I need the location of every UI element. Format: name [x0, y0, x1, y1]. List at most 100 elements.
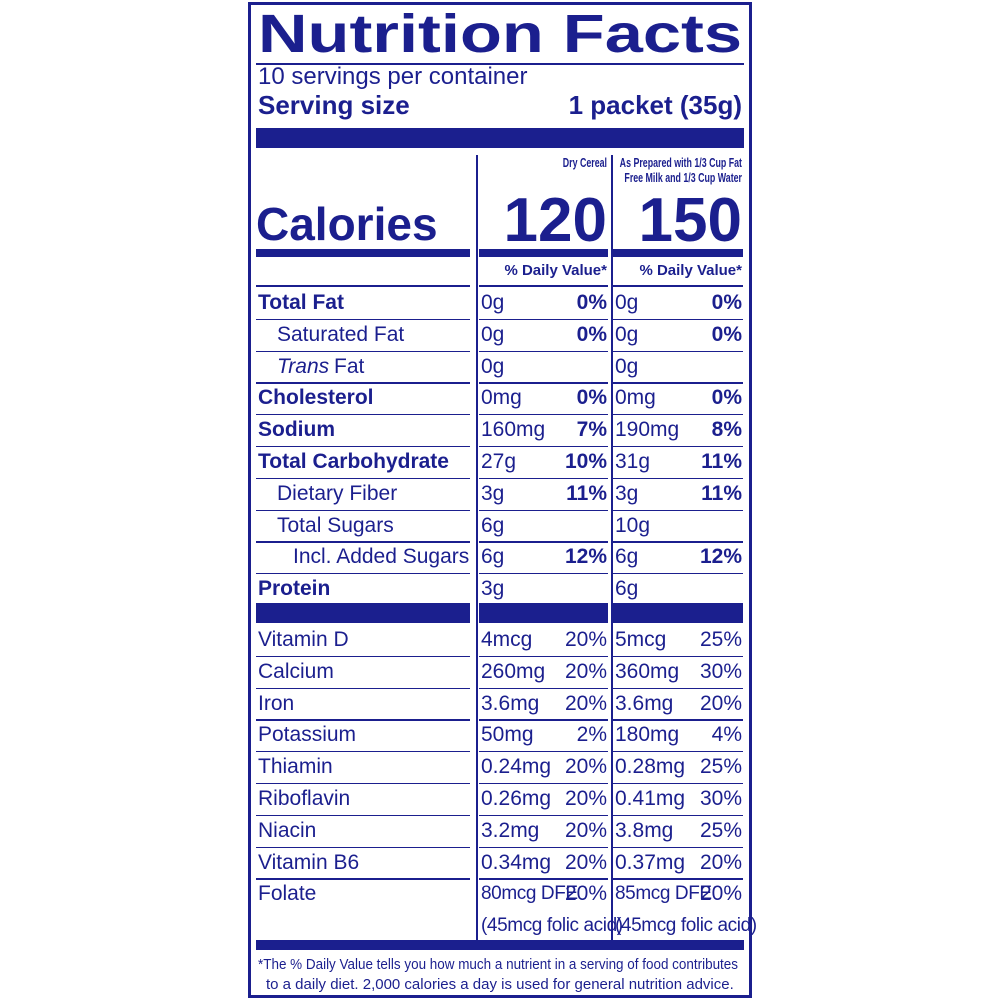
amount: 0.26mg [481, 787, 552, 810]
rule [256, 541, 470, 543]
column-divider [611, 155, 613, 940]
nutrient-name: Total Fat [258, 291, 344, 314]
daily-value: 4% [711, 723, 742, 747]
thick-rule [479, 249, 608, 257]
daily-value-header: % Daily Value* [504, 262, 607, 279]
nutrient-name: Sodium [258, 418, 335, 442]
rule [479, 318, 608, 320]
rule [479, 751, 608, 753]
rule [613, 350, 743, 352]
amount: 3g [481, 481, 505, 505]
thick-bar [479, 603, 608, 623]
rule [613, 687, 743, 689]
amount: 3g [615, 481, 639, 505]
daily-value: 30% [699, 787, 742, 810]
rule [613, 477, 743, 479]
nutrient-name: Total Sugars [277, 513, 394, 537]
rule [479, 814, 608, 816]
nutrient-name: Folate [258, 882, 317, 906]
daily-value: 0% [711, 322, 742, 346]
rule [613, 751, 743, 753]
amount: 0.28mg [615, 755, 686, 779]
rule [256, 751, 470, 753]
thick-bar [613, 603, 743, 623]
rule [256, 350, 470, 352]
daily-value: 0% [711, 386, 742, 410]
daily-value: 0% [576, 291, 607, 314]
column-header: Dry Cereal [562, 155, 607, 170]
amount: 0mg [615, 386, 656, 410]
nutrient-name-italic: Trans [277, 354, 330, 378]
amount: 3.6mg [481, 691, 540, 715]
nutrient-name: Iron [258, 691, 295, 715]
rule [613, 783, 743, 785]
amount: 5mcg [615, 628, 667, 651]
amount: 0.34mg [481, 850, 552, 874]
serving-size-label: Serving size [258, 90, 410, 120]
daily-value-header: % Daily Value* [639, 262, 742, 279]
amount: 10g [615, 513, 651, 537]
rule [613, 719, 743, 721]
amount: 260mg [481, 659, 546, 683]
serving-size-value: 1 packet (35g) [568, 90, 742, 120]
thick-bar [256, 603, 470, 623]
amount: 50mg [481, 723, 534, 747]
rule [479, 414, 608, 416]
rule [613, 446, 743, 448]
rule [256, 285, 470, 287]
rule [256, 382, 470, 384]
amount: 0g [481, 291, 505, 314]
rule [256, 783, 470, 785]
amount: 0g [615, 291, 639, 314]
amount: 6g [481, 513, 505, 537]
rule [613, 573, 743, 575]
nutrient-name: Vitamin D [258, 628, 349, 651]
rule [613, 814, 743, 816]
rule [479, 687, 608, 689]
rule [256, 655, 470, 657]
amount: 0mg [481, 386, 522, 410]
rule [256, 719, 470, 721]
amount: 85mcg DFE [615, 883, 712, 905]
daily-value: 25% [699, 818, 742, 842]
amount: 6g [481, 545, 505, 569]
rule [479, 350, 608, 352]
daily-value: 12% [699, 545, 742, 569]
rule [256, 414, 470, 416]
rule [613, 655, 743, 657]
daily-value: 20% [564, 818, 607, 842]
daily-value: 25% [699, 628, 742, 651]
amount: 0g [481, 354, 505, 378]
nutrient-name: Incl. Added Sugars [293, 545, 470, 569]
title: Nutrition Facts [258, 4, 743, 64]
calories-label: Calories [256, 198, 438, 250]
rule [256, 814, 470, 816]
daily-value: 20% [564, 691, 607, 715]
amount: 0g [615, 354, 639, 378]
daily-value: 11% [701, 481, 742, 505]
nutrient-name: Thiamin [258, 755, 333, 779]
rule [479, 573, 608, 575]
amount: 180mg [615, 723, 680, 747]
footnote: to a daily diet. 2,000 calories a day is… [266, 976, 734, 993]
amount: 160mg [481, 418, 546, 442]
rule [479, 878, 608, 880]
amount: 0g [481, 322, 505, 346]
rule [479, 719, 608, 721]
nutrient-name: Total Carbohydrate [258, 450, 449, 473]
daily-value: 20% [564, 787, 607, 810]
amount: 190mg [615, 418, 680, 442]
amount: 0.37mg [615, 850, 686, 874]
rule [613, 318, 743, 320]
nutrition-label: Nutrition Facts 10 servings per container… [248, 2, 757, 998]
nutrient-name: Calcium [258, 659, 334, 683]
nutrient-name: Vitamin B6 [258, 850, 360, 874]
rule [256, 509, 470, 511]
daily-value: 11% [701, 450, 742, 473]
nutrient-name: Fat [334, 354, 365, 378]
daily-value: 30% [699, 659, 742, 683]
amount: 0g [615, 322, 639, 346]
amount: 3g [481, 577, 505, 601]
daily-value: 12% [564, 545, 607, 569]
